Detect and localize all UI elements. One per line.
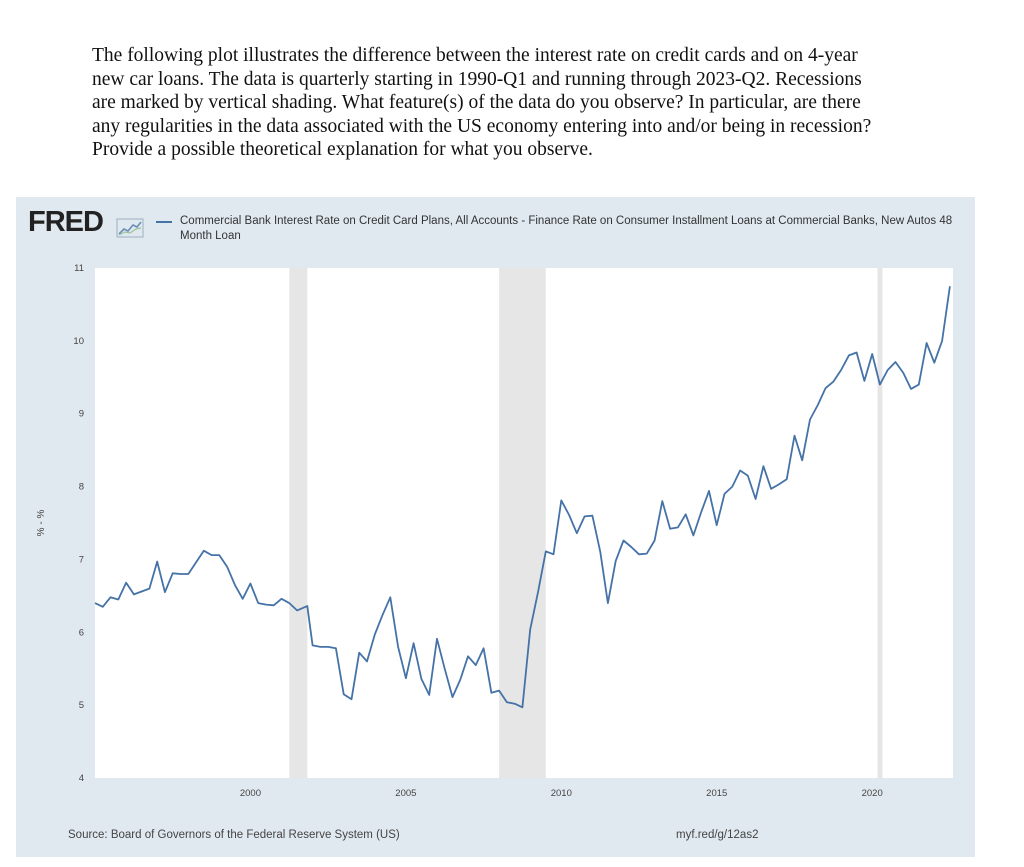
y-axis-ticks: 4 5 6 7 8 9 10 11 <box>73 263 84 784</box>
fred-logo: FRED <box>28 206 104 238</box>
recession-shading <box>289 268 883 778</box>
short-link[interactable]: myf.red/g/12as2 <box>676 829 759 841</box>
y-tick-label: 5 <box>79 700 84 711</box>
question-line-3: are marked by vertical shading. What fea… <box>92 92 861 113</box>
question-line-2: new car loans. The data is quarterly sta… <box>92 68 862 90</box>
question-text: The following plot illustrates the diffe… <box>92 44 992 162</box>
x-axis-ticks: 2000 2005 2010 2015 2020 <box>240 788 883 799</box>
legend-line-swatch <box>156 221 172 223</box>
fred-graph-icon <box>116 218 144 238</box>
y-tick-label: 11 <box>74 263 84 274</box>
y-tick-label: 7 <box>79 554 84 565</box>
y-tick-label: 4 <box>79 773 84 784</box>
legend-label: Commercial Bank Interest Rate on Credit … <box>180 215 953 242</box>
question-line-5: Provide a possible theoretical explanati… <box>92 139 593 160</box>
recession-band-2 <box>499 268 546 778</box>
question-line-1: The following plot illustrates the diffe… <box>92 45 858 66</box>
y-tick-label: 6 <box>79 627 84 638</box>
x-tick-label: 2005 <box>395 788 416 799</box>
recession-band-1 <box>289 268 308 778</box>
source-note: Source: Board of Governors of the Federa… <box>68 829 400 841</box>
x-tick-label: 2020 <box>862 788 883 799</box>
recession-band-3 <box>877 268 883 778</box>
series-line <box>94 286 951 709</box>
y-axis-label: % - % <box>36 510 47 537</box>
x-tick-label: 2000 <box>240 788 261 799</box>
question-line-4: any regularities in the data associated … <box>92 115 872 137</box>
y-tick-label: 10 <box>73 336 84 347</box>
y-tick-label: 8 <box>79 482 84 493</box>
x-tick-label: 2010 <box>551 788 572 799</box>
x-tick-label: 2015 <box>706 788 727 799</box>
y-tick-label: 9 <box>79 409 84 420</box>
